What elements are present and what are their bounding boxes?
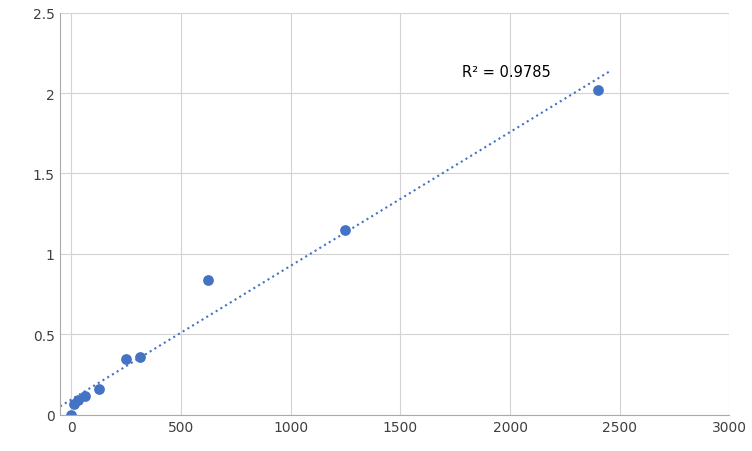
Point — [339, 227, 351, 234]
Text: R² = 0.9785: R² = 0.9785 — [462, 64, 550, 79]
Point — [202, 276, 214, 284]
Point — [92, 386, 105, 393]
Point — [68, 400, 80, 407]
Point — [134, 354, 146, 361]
Point — [592, 87, 604, 94]
Point — [65, 411, 77, 419]
Point — [79, 392, 91, 399]
Point — [72, 397, 84, 404]
Point — [120, 355, 132, 362]
